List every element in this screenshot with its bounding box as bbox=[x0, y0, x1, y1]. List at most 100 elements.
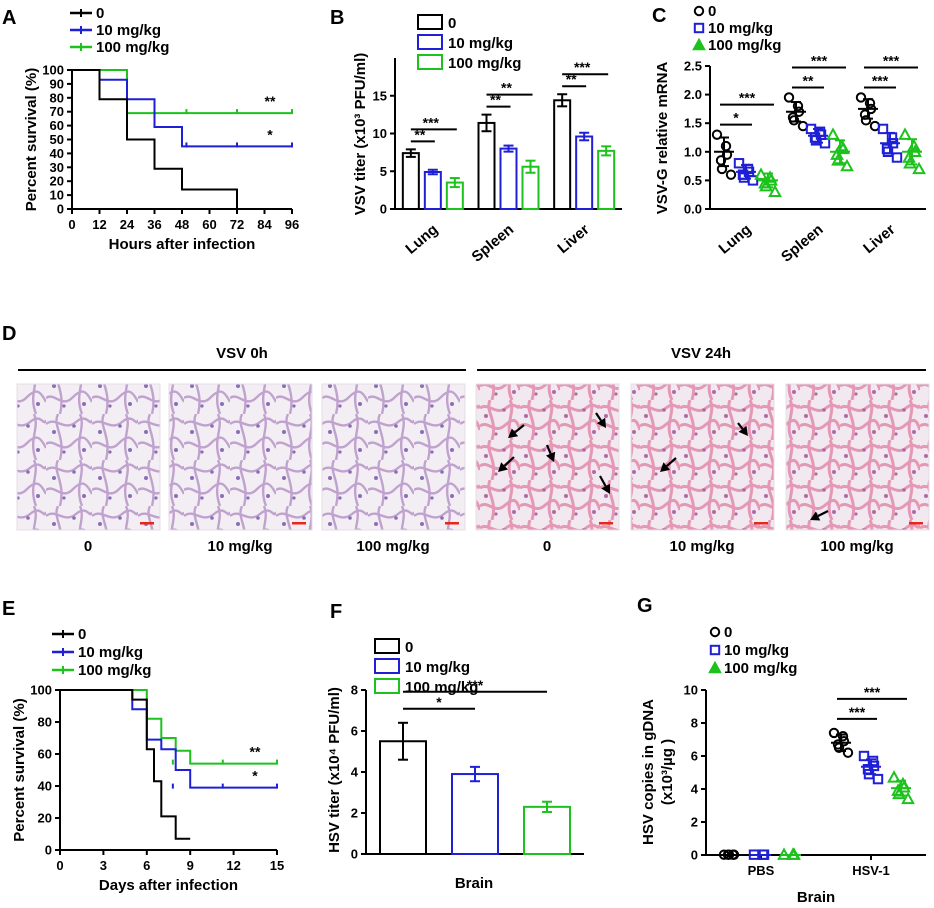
data-point bbox=[747, 175, 759, 186]
y-axis-title: HSV titer (x10⁴ PFU/ml) bbox=[326, 687, 343, 853]
y-tick-label: 0 bbox=[45, 843, 52, 858]
scale-bar bbox=[754, 522, 768, 525]
legend-label: 10 mg/kg bbox=[405, 659, 470, 676]
survival-curve bbox=[72, 69, 292, 148]
significance-label: * bbox=[733, 110, 739, 126]
data-point bbox=[887, 770, 901, 783]
significance-label: ** bbox=[414, 126, 425, 142]
significance-label: *** bbox=[883, 52, 900, 68]
legend-swatch-box bbox=[374, 658, 400, 674]
x-tick-label: Lung bbox=[716, 221, 755, 258]
data-point bbox=[855, 92, 867, 103]
arrow-icon bbox=[514, 424, 525, 434]
x-tick-label: 12 bbox=[92, 217, 106, 232]
y-tick-label: 1.5 bbox=[684, 116, 702, 131]
data-point bbox=[716, 163, 728, 175]
x-tick-label: 24 bbox=[120, 217, 135, 232]
arrow-icon bbox=[666, 457, 677, 467]
data-point bbox=[711, 129, 723, 140]
y-tick-label: 30 bbox=[50, 160, 64, 175]
image-label: 0 bbox=[84, 538, 92, 555]
data-point bbox=[721, 149, 733, 160]
data-point bbox=[872, 773, 884, 785]
legend-label: 10 mg/kg bbox=[96, 22, 161, 39]
x-tick-label: 9 bbox=[187, 858, 194, 873]
data-point bbox=[882, 146, 894, 158]
data-point bbox=[840, 158, 854, 172]
arrow-head-icon bbox=[660, 462, 671, 472]
legend-label: 100 mg/kg bbox=[724, 660, 797, 677]
legend-label: 100 mg/kg bbox=[448, 55, 521, 72]
data-point bbox=[891, 152, 903, 163]
x-axis-title: Days after infection bbox=[99, 877, 238, 894]
data-point bbox=[877, 123, 889, 135]
significance-label: *** bbox=[849, 704, 866, 720]
histology-image bbox=[321, 383, 466, 531]
significance-label: *** bbox=[872, 72, 889, 88]
bar bbox=[423, 171, 442, 211]
bar bbox=[451, 773, 499, 855]
legend-label: 10 mg/kg bbox=[724, 642, 789, 659]
scale-bar bbox=[445, 522, 459, 525]
data-point bbox=[898, 127, 912, 140]
data-point bbox=[828, 727, 840, 739]
x-tick-label: Spleen bbox=[468, 221, 517, 266]
y-tick-label: 5 bbox=[380, 164, 387, 179]
x-tick-label: Liver bbox=[860, 221, 899, 257]
legend-swatch-box bbox=[417, 54, 443, 70]
legend-label: 10 mg/kg bbox=[708, 20, 773, 37]
significance-label: *** bbox=[574, 59, 591, 75]
histology-image bbox=[785, 383, 930, 531]
legend-marker bbox=[709, 644, 721, 656]
significance-label: * bbox=[252, 768, 258, 784]
panel-g: G 0 2 4 6 8 10 PBS HSV-1 *** *** Brain HSV copies in… bbox=[637, 595, 926, 906]
bar bbox=[597, 149, 616, 211]
bar bbox=[553, 99, 572, 210]
survival-curve bbox=[72, 69, 238, 209]
arrow-head-icon bbox=[498, 462, 508, 472]
y-tick-label: 6 bbox=[351, 724, 358, 739]
y-tick-label: 70 bbox=[50, 104, 64, 119]
significance-label: * bbox=[267, 126, 273, 142]
data-point bbox=[733, 158, 745, 169]
legend-label: 10 mg/kg bbox=[78, 644, 143, 661]
legend-marker bbox=[708, 660, 722, 674]
arrow-head-icon bbox=[596, 417, 606, 428]
y-tick-label: 0 bbox=[691, 848, 698, 863]
y-tick-label: 90 bbox=[50, 76, 64, 91]
y-tick-label: 100 bbox=[30, 683, 52, 698]
y-tick-label: 10 bbox=[373, 126, 387, 141]
histology-image bbox=[16, 383, 161, 531]
image-label: 10 mg/kg bbox=[207, 538, 272, 555]
y-tick-label: 4 bbox=[691, 782, 699, 797]
significance-label: * bbox=[436, 694, 442, 710]
legend-marker bbox=[692, 37, 706, 51]
image-label: 10 mg/kg bbox=[669, 538, 734, 555]
data-point bbox=[725, 169, 737, 180]
data-point bbox=[788, 115, 800, 126]
histology-image bbox=[168, 383, 313, 531]
y-axis-title: VSV titer (x10³ PFU/ml) bbox=[352, 53, 369, 216]
bar bbox=[401, 152, 420, 211]
arrow-icon bbox=[599, 475, 607, 487]
legend-marker bbox=[693, 5, 705, 17]
y-tick-label: 20 bbox=[38, 811, 52, 826]
data-point bbox=[837, 731, 849, 742]
y-tick-label: 20 bbox=[50, 174, 64, 189]
x-tick-label: 3 bbox=[100, 858, 107, 873]
arrow-head-icon bbox=[545, 451, 556, 462]
legend-label: 100 mg/kg bbox=[708, 37, 781, 54]
legend-marker bbox=[693, 22, 705, 34]
y-tick-label: 0 bbox=[351, 847, 358, 862]
scale-bar bbox=[140, 522, 154, 525]
y-tick-label: 0 bbox=[57, 202, 64, 217]
y-tick-label: 80 bbox=[38, 715, 52, 730]
legend-swatch-box bbox=[374, 678, 400, 694]
y-tick-label: 6 bbox=[691, 749, 698, 764]
panel-label: D bbox=[2, 323, 16, 345]
arrow-icon bbox=[595, 412, 602, 422]
y-axis-title: Percent survival (%) bbox=[23, 68, 40, 211]
significance-label: ** bbox=[265, 93, 276, 109]
